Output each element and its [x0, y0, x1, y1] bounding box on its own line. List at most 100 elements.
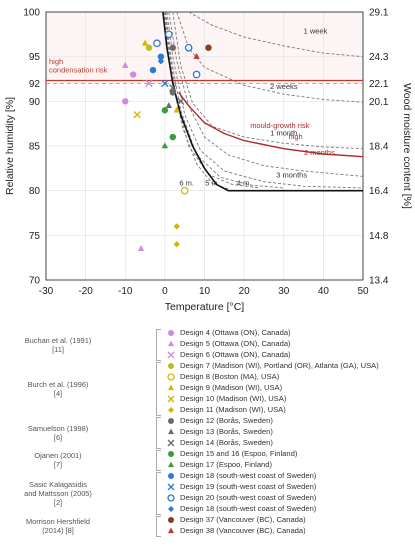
legend-marker: [167, 439, 175, 447]
legend-group-label-line: Samuelson (1998): [27, 423, 89, 433]
legend-group-label-line: Burch et al. (1996): [27, 379, 89, 389]
legend-marker-shape: [168, 384, 174, 391]
legend-marker-shape: [167, 439, 175, 447]
legend-marker-shape: [168, 473, 174, 479]
isopleth-curve: [168, 11, 364, 177]
y2-tick-label: 22.1: [369, 79, 389, 90]
x-tick-label: 30: [278, 286, 290, 297]
legend-marker-shape: [168, 340, 174, 347]
data-point: [137, 245, 145, 251]
y-tick-label: 85: [29, 142, 41, 153]
data-point: [193, 52, 200, 59]
data-point: [165, 102, 173, 109]
legend-label: Design 19 (south-west coast of Sweden): [180, 482, 317, 491]
y2-tick-label: 18.4: [369, 142, 389, 153]
y2-tick-label: 13.4: [369, 276, 389, 287]
legend-marker-shape: [168, 418, 174, 424]
legend-marker-shape: [167, 351, 175, 359]
y-tick-label: 100: [23, 8, 40, 19]
data-point: [173, 223, 180, 230]
legend-marker-shape: [168, 451, 174, 457]
condensation-label-line1: high: [49, 57, 63, 66]
y-tick-label: 70: [29, 276, 41, 287]
x-tick-label: 40: [318, 286, 330, 297]
legend-label: Design 6 (Ottawa (ON), Canada): [180, 350, 291, 359]
legend-group-bracket: [156, 417, 161, 449]
legend-group-label-line: [2]: [53, 497, 63, 507]
x-tick-label: 20: [239, 286, 251, 297]
isopleth-label: 2 months: [304, 148, 335, 157]
legend-group-label: Samuelson (1998) [6]: [4, 424, 112, 442]
data-point: [169, 133, 176, 141]
legend-label: Design 17 (Espoo, Finland): [180, 460, 273, 469]
isopleth-curve: [172, 11, 364, 150]
legend-label: Design 14 (Borås, Sweden): [180, 438, 273, 447]
legend-label: Design 10 (Madison (WI), USA): [180, 394, 287, 403]
data-point: [157, 53, 165, 60]
data-point: [177, 97, 185, 106]
legend-marker: [168, 428, 174, 435]
legend-marker: [168, 340, 174, 347]
legend-label: Design 8 (Boston (MA), USA): [180, 372, 280, 381]
data-point: [192, 70, 201, 79]
legend-label: Design 13 (Borås, Sweden): [180, 427, 273, 436]
legend-label: Design 20 (south-west coast of Sweden): [180, 493, 317, 502]
legend-marker-shape: [168, 363, 174, 369]
isopleth-curve: [164, 11, 261, 189]
legend-label: Design 12 (Borås, Sweden): [180, 416, 273, 425]
legend-marker: [168, 330, 174, 336]
legend-marker: [167, 494, 175, 502]
legend-marker: [167, 351, 175, 359]
data-point: [145, 44, 153, 51]
legend-group-label-line: [11]: [52, 344, 64, 354]
legend-marker: [167, 373, 175, 381]
data-point: [205, 44, 212, 51]
legend-marker-shape: [168, 330, 174, 336]
legend-marker-shape: [168, 517, 174, 523]
data-point: [122, 61, 129, 68]
legend-group-label: Morrison Hershfield (2014) [8]: [4, 517, 112, 535]
isopleth-curve: [163, 11, 229, 190]
chart: -30 -20 -10 0 10 20 30 40 50 70 75 80 85 90 95 100 29.1 2…: [4, 8, 413, 314]
legend-marker: [168, 363, 174, 369]
data-point: [157, 57, 165, 65]
legend-group-label: Buchan et al. (1991) [11]: [4, 336, 112, 354]
legend-group-label-line: Ojanen (2001): [34, 451, 82, 460]
y-tick-label: 80: [29, 186, 41, 197]
isopleth-label: 1 week: [304, 26, 328, 35]
legend-marker: [168, 527, 174, 534]
legend-marker: [168, 461, 174, 468]
legend-marker: [168, 384, 174, 391]
legend-group-bracket: [156, 329, 161, 361]
data-point: [169, 44, 176, 51]
isopleth-label: 5 m.: [205, 178, 220, 187]
data-point: [122, 98, 129, 105]
legend-group-bracket: [156, 516, 161, 537]
legend-label: Design 15 and 16 (Espoo, Finland): [180, 449, 298, 458]
legend-marker: [168, 418, 174, 424]
mould-risk-curve: [178, 91, 364, 158]
legend-group-label-line: and Mattsson (2005): [24, 488, 92, 498]
y2-tick-label: 24.3: [369, 52, 389, 63]
data-point: [141, 39, 149, 46]
isopleth-label: 2 weeks: [270, 82, 298, 91]
legend-marker-shape: [167, 373, 175, 381]
y-tick-label: 75: [29, 231, 41, 242]
legend-marker: [168, 473, 174, 479]
legend-group-label-line: (2014) [8]: [42, 526, 74, 535]
data-point: [145, 79, 153, 88]
legend-group-label-line: [6]: [53, 432, 63, 442]
legend-group-bracket: [156, 362, 161, 416]
legend-marker: [168, 451, 174, 457]
legend-group-label: Burch et al. (1996) [4]: [4, 380, 112, 398]
legend-group-label-line: [4]: [53, 388, 63, 398]
legend-marker: [168, 517, 174, 523]
legend-marker-shape: [168, 407, 174, 413]
legend-group-label-line: Buchan et al. (1991): [24, 335, 92, 345]
legend-group-label: Ojanen (2001) [7]: [4, 451, 112, 469]
legend-marker-shape: [168, 428, 174, 435]
x-axis-label: Temperature [°C]: [165, 301, 245, 313]
data-point: [161, 142, 169, 149]
legend-marker-shape: [168, 506, 174, 512]
legend-marker-shape: [167, 494, 175, 502]
